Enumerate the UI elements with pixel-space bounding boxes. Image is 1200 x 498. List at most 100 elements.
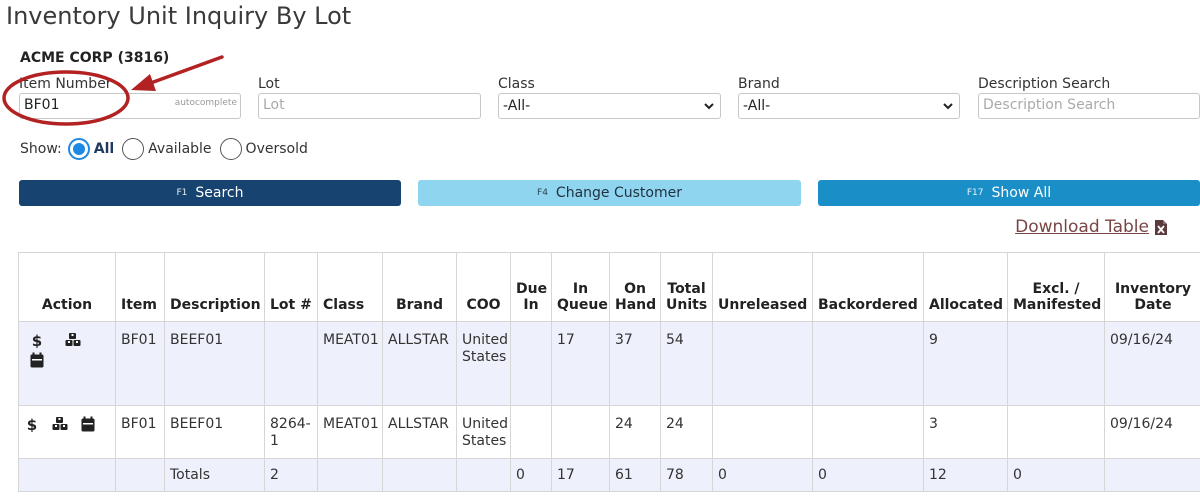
excel-file-icon[interactable] — [1154, 219, 1168, 236]
col-header-backordered: Backordered — [812, 252, 924, 322]
boxes-icon[interactable] — [52, 416, 68, 432]
calendar-icon[interactable] — [29, 352, 45, 368]
radio-oversold[interactable] — [219, 138, 242, 160]
table-row: $ BF01 BEEF01 8264- 1 MEAT01 ALLSTAR Uni… — [18, 405, 1200, 459]
total-units-cell: 24 — [660, 405, 713, 459]
search-button[interactable]: F1 Search — [19, 180, 401, 206]
totals-coo-cell — [456, 458, 511, 492]
due-in-cell — [510, 321, 552, 406]
radio-all-label[interactable]: All — [93, 141, 115, 157]
download-table-link[interactable]: Download Table — [1015, 217, 1168, 237]
class-field-group: Class -All- — [498, 76, 721, 119]
chevron-down-icon — [943, 103, 953, 110]
class-label: Class — [498, 76, 535, 92]
totals-item-cell — [115, 458, 165, 492]
col-header-on-hand-line2: Hand — [615, 297, 657, 313]
lot-cell — [264, 321, 318, 406]
brand-cell: ALLSTAR — [382, 405, 457, 459]
item-cell: BF01 — [115, 405, 165, 459]
totals-row: Totals 2 0 17 61 78 0 0 12 0 — [18, 458, 1200, 492]
brand-field-group: Brand -All- — [738, 76, 960, 119]
excl-manifested-cell — [1007, 405, 1105, 459]
unreleased-cell — [712, 321, 813, 406]
totals-backordered-cell: 0 — [812, 458, 924, 492]
col-header-unreleased: Unreleased — [712, 252, 813, 322]
radio-available-label[interactable]: Available — [148, 141, 212, 157]
on-hand-cell: 24 — [609, 405, 661, 459]
class-cell: MEAT01 — [317, 405, 383, 459]
lot-input[interactable]: Lot — [258, 93, 481, 119]
class-select[interactable]: -All- — [498, 93, 721, 119]
coo-cell: United States — [456, 405, 511, 459]
dollar-icon[interactable]: $ — [29, 332, 45, 348]
col-header-inventory-date: Inventory Date — [1104, 252, 1200, 322]
autocomplete-hint: autocomplete — [174, 98, 237, 108]
totals-brand-cell — [382, 458, 457, 492]
col-header-due-in: Due In — [510, 252, 552, 322]
coo-line2: States — [462, 349, 507, 365]
change-customer-button[interactable]: F4 Change Customer — [418, 180, 801, 206]
coo-cell: United States — [456, 321, 511, 406]
totals-inventory-date-cell — [1104, 458, 1200, 492]
total-units-cell: 54 — [660, 321, 713, 406]
col-header-description: Description — [164, 252, 265, 322]
col-header-brand: Brand — [382, 252, 457, 322]
chevron-down-icon — [704, 103, 714, 110]
brand-label: Brand — [738, 76, 780, 92]
coo-line1: United — [462, 416, 508, 432]
brand-select[interactable]: -All- — [738, 93, 960, 119]
svg-text:$: $ — [27, 416, 37, 432]
download-table-label[interactable]: Download Table — [1015, 217, 1149, 237]
col-header-action: Action — [18, 252, 116, 322]
lot-line1: 8264- — [270, 416, 311, 432]
totals-on-hand-cell: 61 — [609, 458, 661, 492]
col-header-excl-line2: Manifested — [1013, 297, 1102, 313]
description-cell: BEEF01 — [164, 405, 265, 459]
on-hand-cell: 37 — [609, 321, 661, 406]
table-row: $ BF01 BEEF01 MEAT01 ALLSTAR United Stat… — [18, 321, 1200, 406]
excl-manifested-cell — [1007, 321, 1105, 406]
search-button-label: Search — [195, 185, 244, 201]
backordered-cell — [812, 405, 924, 459]
col-header-coo: COO — [456, 252, 511, 322]
lot-label: Lot — [258, 76, 280, 92]
svg-text:$: $ — [32, 332, 42, 348]
item-number-field-group: Item Number BF01 autocomplete — [19, 76, 241, 119]
radio-oversold-label[interactable]: Oversold — [245, 141, 308, 157]
totals-action-cell — [18, 458, 116, 492]
totals-in-queue-cell: 17 — [551, 458, 610, 492]
col-header-total-units-line1: Total — [667, 281, 706, 297]
calendar-icon[interactable] — [80, 416, 96, 432]
lot-line2: 1 — [270, 433, 279, 449]
lot-cell: 8264- 1 — [264, 405, 318, 459]
search-shortcut-key: F1 — [176, 188, 188, 198]
unreleased-cell — [712, 405, 813, 459]
col-header-item: Item — [115, 252, 165, 322]
radio-all[interactable] — [67, 138, 90, 160]
description-field-group: Description Search Description Search — [978, 76, 1200, 119]
coo-line1: United — [462, 332, 508, 348]
allocated-cell: 9 — [923, 321, 1008, 406]
backordered-cell — [812, 321, 924, 406]
show-all-shortcut-key: F17 — [966, 188, 984, 198]
dollar-icon[interactable]: $ — [24, 416, 40, 432]
item-number-label: Item Number — [19, 76, 112, 92]
description-search-input[interactable]: Description Search — [978, 93, 1200, 119]
inventory-date-cell: 09/16/24 — [1104, 405, 1200, 459]
change-customer-button-label: Change Customer — [555, 185, 682, 201]
brand-cell: ALLSTAR — [382, 321, 457, 406]
lot-field-group: Lot Lot — [258, 76, 481, 119]
col-header-in-queue-line2: Queue — [557, 297, 608, 313]
totals-unreleased-cell: 0 — [712, 458, 813, 492]
action-cell: $ — [18, 321, 116, 406]
customer-label: ACME CORP (3816) — [20, 50, 170, 66]
in-queue-cell — [551, 405, 610, 459]
item-cell: BF01 — [115, 321, 165, 406]
radio-available[interactable] — [122, 138, 145, 160]
col-header-class: Class — [317, 252, 383, 322]
item-number-input[interactable]: BF01 autocomplete — [19, 93, 241, 119]
due-in-cell — [510, 405, 552, 459]
col-header-total-units-line2: Units — [666, 297, 708, 313]
boxes-icon[interactable] — [65, 332, 81, 348]
show-all-button[interactable]: F17 Show All — [818, 180, 1200, 206]
